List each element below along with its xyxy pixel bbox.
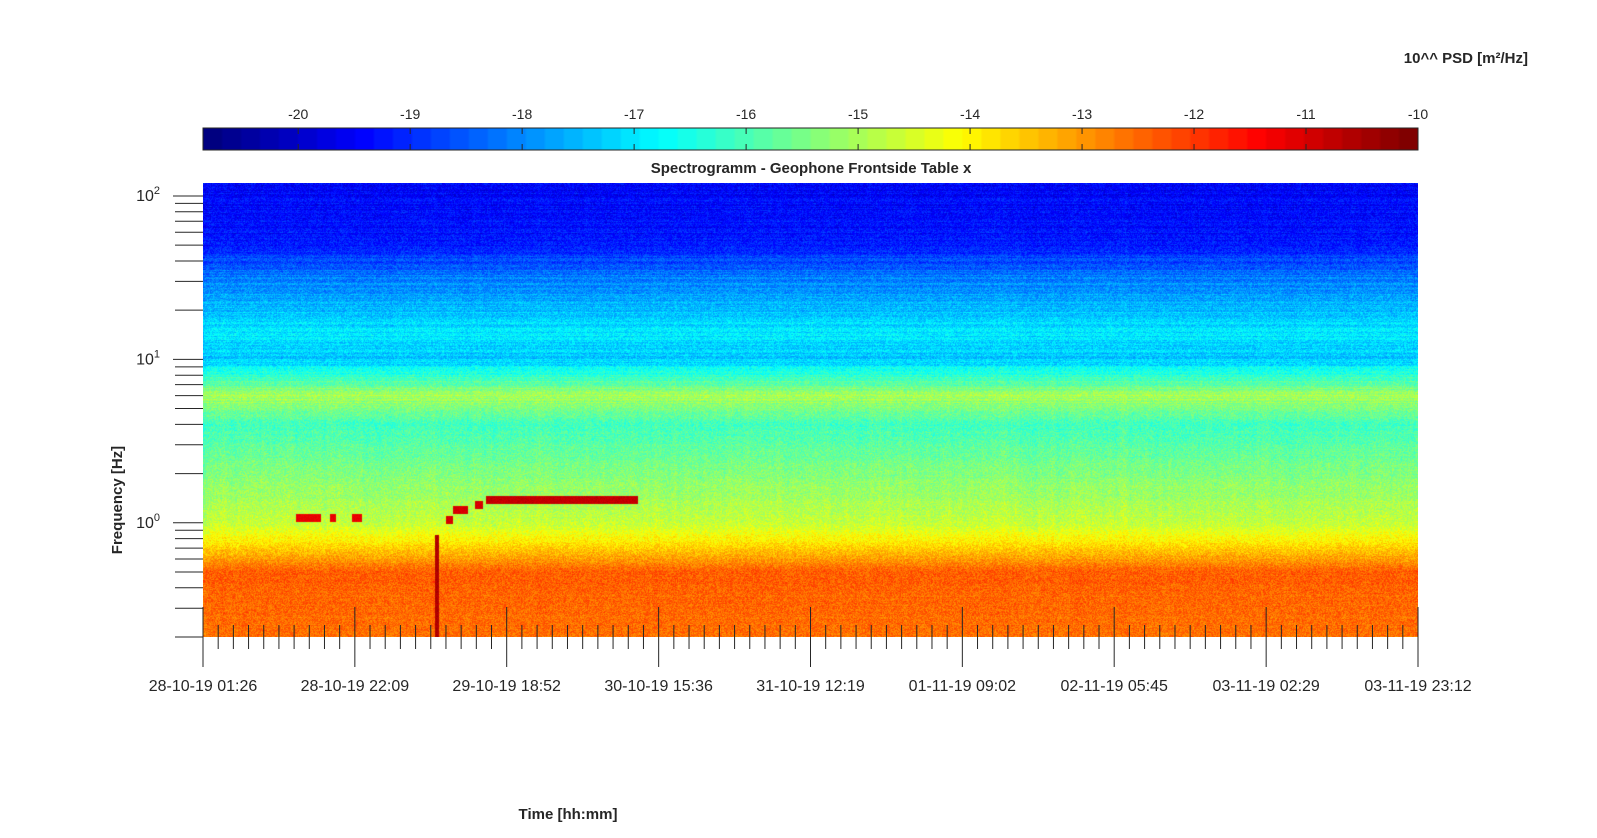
colorbar-ticks: -20 -19 -18 -17 -16 -15 -14 -13 -12 -11 -10	[288, 106, 1428, 150]
x-axis-label: Time [hh:mm]	[519, 806, 618, 823]
x-tick-label: 02-11-19 05:45	[1061, 678, 1168, 695]
y-tick-label: 101	[136, 348, 160, 368]
x-tick-label: 28-10-19 01:26	[149, 678, 258, 695]
x-tick-label: 03-11-19 02:29	[1212, 678, 1319, 695]
x-tick-label: 01-11-19 09:02	[909, 678, 1016, 695]
x-tick-label: 29-10-19 18:52	[452, 678, 561, 695]
colorbar-tick-label: -10	[1408, 106, 1428, 122]
x-tick-label: 03-11-19 23:12	[1364, 678, 1471, 695]
colorbar: -20 -19 -18 -17 -16 -15 -14 -13 -12 -11 -10	[202, 106, 1428, 151]
y-tick-label: 102	[136, 185, 160, 205]
x-axis: 28-10-19 01:26 28-10-19 22:09 29-10-19 18:…	[149, 607, 1472, 695]
colorbar-tick-label: -13	[1072, 106, 1092, 122]
y-axis: 102 101 100	[136, 185, 203, 638]
colorbar-tick-label: -20	[288, 106, 308, 122]
colorbar-tick-label: -12	[1184, 106, 1204, 122]
colorbar-tick-label: -16	[736, 106, 756, 122]
colorbar-tick-label: -17	[624, 106, 644, 122]
colorbar-tick-label: -18	[512, 106, 532, 122]
chart-title: Spectrogramm - Geophone Frontside Table …	[651, 160, 972, 177]
colorbar-tick-label: -15	[848, 106, 868, 122]
y-tick-label: 100	[136, 512, 160, 532]
colorbar-tick-label: -11	[1296, 106, 1315, 122]
colorbar-frame	[202, 127, 1419, 151]
x-tick-label: 28-10-19 22:09	[301, 678, 410, 695]
y-axis-label: Frequency [Hz]	[109, 446, 126, 554]
spectrogram-image	[203, 183, 1418, 637]
x-tick-label: 30-10-19 15:36	[604, 678, 713, 695]
colorbar-label: 10^^ PSD [m²/Hz]	[1404, 50, 1528, 67]
colorbar-tick-label: -19	[400, 106, 420, 122]
colorbar-tick-label: -14	[960, 106, 980, 122]
colorbar-gradient	[203, 128, 1418, 150]
x-tick-label: 31-10-19 12:19	[756, 678, 865, 695]
plot-area: 102 101 100 28-10-19 01:26 28-10-19 22:09 29…	[136, 183, 1472, 695]
